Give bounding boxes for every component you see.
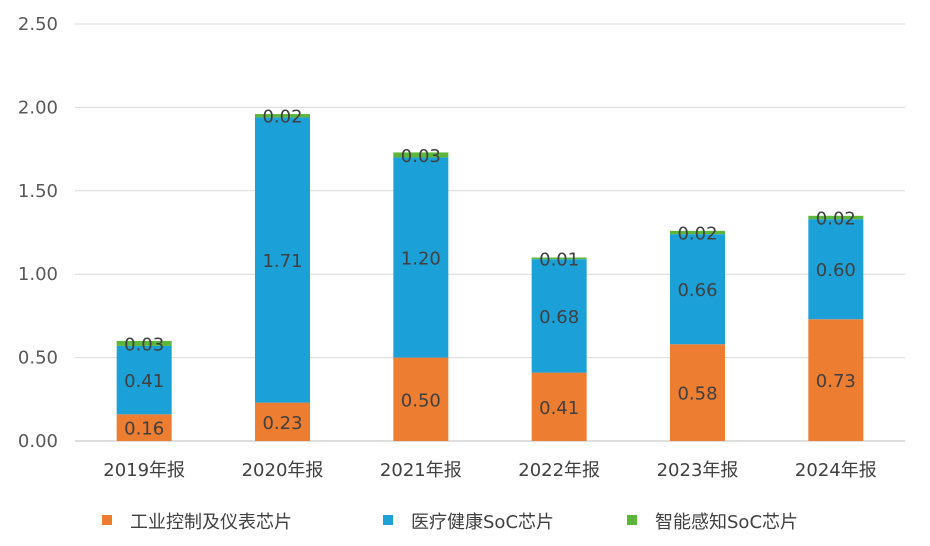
data-label: 0.41 bbox=[539, 398, 579, 419]
data-label: 0.73 bbox=[816, 371, 856, 392]
legend-swatch bbox=[102, 515, 112, 525]
x-category-label: 2019年报 bbox=[103, 460, 185, 481]
bar-segment bbox=[670, 344, 725, 441]
bar-segment bbox=[531, 259, 587, 373]
bar-segment bbox=[255, 117, 310, 403]
bar-segment bbox=[393, 157, 449, 358]
data-label: 0.66 bbox=[677, 280, 717, 301]
bar-segment bbox=[116, 345, 172, 415]
bar-segment bbox=[255, 114, 310, 118]
data-label: 0.02 bbox=[816, 208, 856, 229]
bar-segment bbox=[808, 215, 864, 220]
legend-swatch bbox=[383, 515, 393, 525]
legend-label: 工业控制及仪表芯片 bbox=[130, 512, 292, 533]
bar-segment bbox=[670, 234, 725, 345]
data-label: 0.50 bbox=[401, 390, 441, 411]
data-label: 0.03 bbox=[401, 146, 441, 167]
legend: 工业控制及仪表芯片 医疗健康SoC芯片 智能感知SoC芯片 bbox=[102, 512, 798, 533]
bar-segment bbox=[808, 219, 864, 320]
legend-label: 医疗健康SoC芯片 bbox=[411, 512, 554, 533]
bar-segment bbox=[116, 414, 172, 441]
bar-segment bbox=[116, 340, 172, 346]
bar-segment bbox=[531, 372, 587, 441]
gridlines bbox=[75, 23, 905, 442]
bar-segment bbox=[670, 230, 725, 235]
data-label: 0.01 bbox=[539, 249, 579, 270]
y-axis-ticks: 0.00 0.50 1.00 1.50 2.00 2.50 bbox=[18, 14, 58, 452]
y-tick-label: 1.00 bbox=[18, 264, 58, 285]
x-axis-categories: 2019年报 2020年报 2021年报 2022年报 2023年报 2024年报 bbox=[103, 460, 876, 481]
x-category-label: 2022年报 bbox=[518, 460, 600, 481]
data-label: 0.02 bbox=[262, 107, 302, 128]
x-category-label: 2020年报 bbox=[242, 460, 324, 481]
data-label: 0.02 bbox=[677, 224, 717, 245]
data-label: 1.20 bbox=[401, 249, 441, 270]
data-label: 0.16 bbox=[124, 419, 164, 440]
x-category-label: 2021年报 bbox=[380, 460, 462, 481]
data-label: 0.58 bbox=[677, 384, 717, 405]
bar-segment bbox=[808, 319, 864, 441]
bar-segment bbox=[255, 402, 310, 441]
x-category-label: 2024年报 bbox=[795, 460, 877, 481]
x-category-label: 2023年报 bbox=[657, 460, 739, 481]
y-tick-label: 2.50 bbox=[18, 14, 58, 35]
data-label: 0.60 bbox=[816, 260, 856, 281]
y-tick-label: 0.00 bbox=[18, 431, 58, 452]
y-tick-label: 0.50 bbox=[18, 348, 58, 369]
bar-segment bbox=[393, 152, 449, 158]
data-label: 0.23 bbox=[262, 413, 302, 434]
y-tick-label: 1.50 bbox=[18, 181, 58, 202]
data-label: 0.03 bbox=[124, 334, 164, 355]
bar-segment bbox=[393, 357, 449, 441]
data-label: 0.68 bbox=[539, 307, 579, 328]
data-labels: 0.16 0.41 0.03 0.23 1.71 0.02 0.50 1.20 0.03 0.41… bbox=[124, 107, 856, 440]
bars bbox=[116, 114, 864, 441]
data-label: 0.41 bbox=[124, 371, 164, 392]
legend-swatch bbox=[627, 515, 637, 525]
bar-segment bbox=[531, 257, 587, 260]
data-label: 1.71 bbox=[262, 251, 302, 272]
y-tick-label: 2.00 bbox=[18, 97, 58, 118]
legend-label: 智能感知SoC芯片 bbox=[655, 512, 798, 533]
